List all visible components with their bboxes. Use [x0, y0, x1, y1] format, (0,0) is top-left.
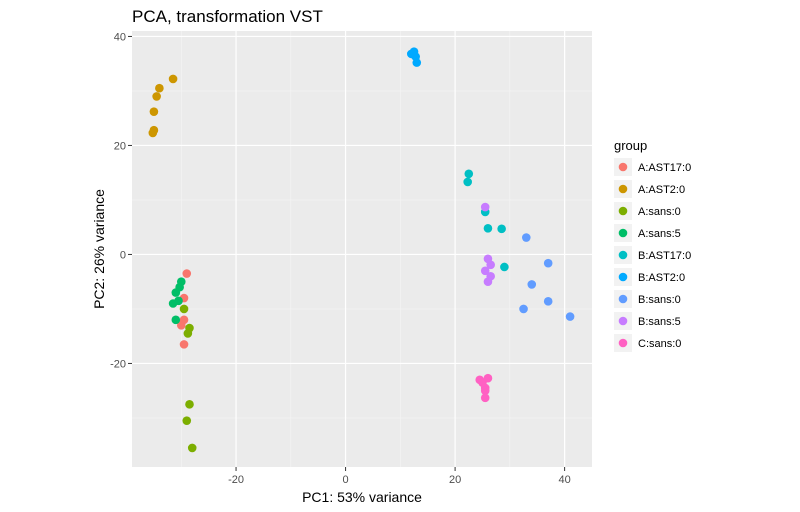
data-point: [176, 321, 186, 330]
legend-marker: [618, 206, 628, 216]
legend-marker: [618, 338, 628, 348]
legend-label: A:AST2:0: [638, 184, 685, 196]
data-point: [149, 107, 159, 116]
legend-title: group: [614, 138, 647, 153]
data-point: [483, 277, 493, 287]
legend-marker: [618, 162, 628, 172]
data-point: [543, 258, 553, 268]
data-point: [480, 393, 490, 403]
data-point: [185, 400, 194, 409]
y-tick-label: 40: [114, 31, 126, 43]
data-point: [543, 297, 553, 306]
legend-label: A:sans:0: [638, 206, 681, 218]
data-point: [521, 233, 531, 242]
data-point: [480, 386, 490, 396]
data-point: [480, 266, 490, 276]
data-points: [148, 47, 575, 453]
minor-gridlines: [132, 31, 592, 467]
data-point: [486, 260, 495, 270]
data-point: [148, 128, 158, 138]
data-point: [171, 288, 181, 297]
y-axis-title: PC2: 26% variance: [91, 189, 107, 309]
data-point: [464, 169, 474, 179]
data-point: [182, 416, 192, 425]
legend-label: A:sans:5: [638, 228, 681, 240]
data-point: [497, 224, 506, 234]
axis-ticks: -20 0 20 40 -20 0 20 40: [110, 31, 571, 486]
x-tick-label: 0: [343, 474, 349, 486]
y-tick-label: 0: [120, 249, 126, 261]
legend-marker: [618, 250, 628, 260]
chart-title: PCA, transformation VST: [132, 7, 323, 26]
legend-label: B:AST2:0: [638, 272, 685, 284]
data-point: [519, 304, 528, 314]
legend-marker: [618, 272, 628, 282]
data-point: [182, 269, 192, 278]
legend-label: C:sans:0: [638, 338, 681, 350]
legend-label: A:AST17:0: [638, 162, 691, 174]
data-point: [155, 83, 164, 93]
legend-marker: [618, 294, 628, 304]
y-tick-label: 20: [114, 140, 126, 152]
data-point: [152, 92, 161, 101]
data-point: [412, 58, 422, 67]
x-axis-title: PC1: 53% variance: [302, 489, 422, 505]
data-point: [183, 329, 193, 338]
data-point: [483, 373, 493, 383]
data-point: [565, 312, 575, 321]
legend-marker: [618, 184, 628, 194]
data-point: [171, 315, 181, 325]
plot-panel: [132, 31, 592, 467]
legend-marker: [618, 228, 628, 238]
legend-label: B:AST17:0: [638, 250, 691, 262]
x-tick-label: 40: [558, 474, 570, 486]
legend: A:AST17:0 A:AST2:0 A:sans:0 A:sans:5 B:AST17…: [614, 158, 691, 352]
data-point: [463, 177, 472, 187]
data-point: [500, 262, 509, 272]
major-gridlines: [132, 31, 592, 467]
y-tick-label: -20: [110, 358, 126, 370]
data-point: [168, 299, 178, 308]
data-point: [179, 304, 189, 314]
x-tick-label: -20: [228, 474, 244, 486]
x-tick-label: 20: [449, 474, 461, 486]
data-point: [527, 280, 537, 289]
data-point: [483, 223, 493, 233]
legend-marker: [618, 316, 628, 326]
data-point: [480, 202, 490, 212]
data-point: [168, 74, 178, 84]
data-point: [187, 443, 197, 453]
data-point: [179, 340, 189, 349]
legend-label: B:sans:5: [638, 316, 681, 328]
legend-label: B:sans:0: [638, 294, 681, 306]
